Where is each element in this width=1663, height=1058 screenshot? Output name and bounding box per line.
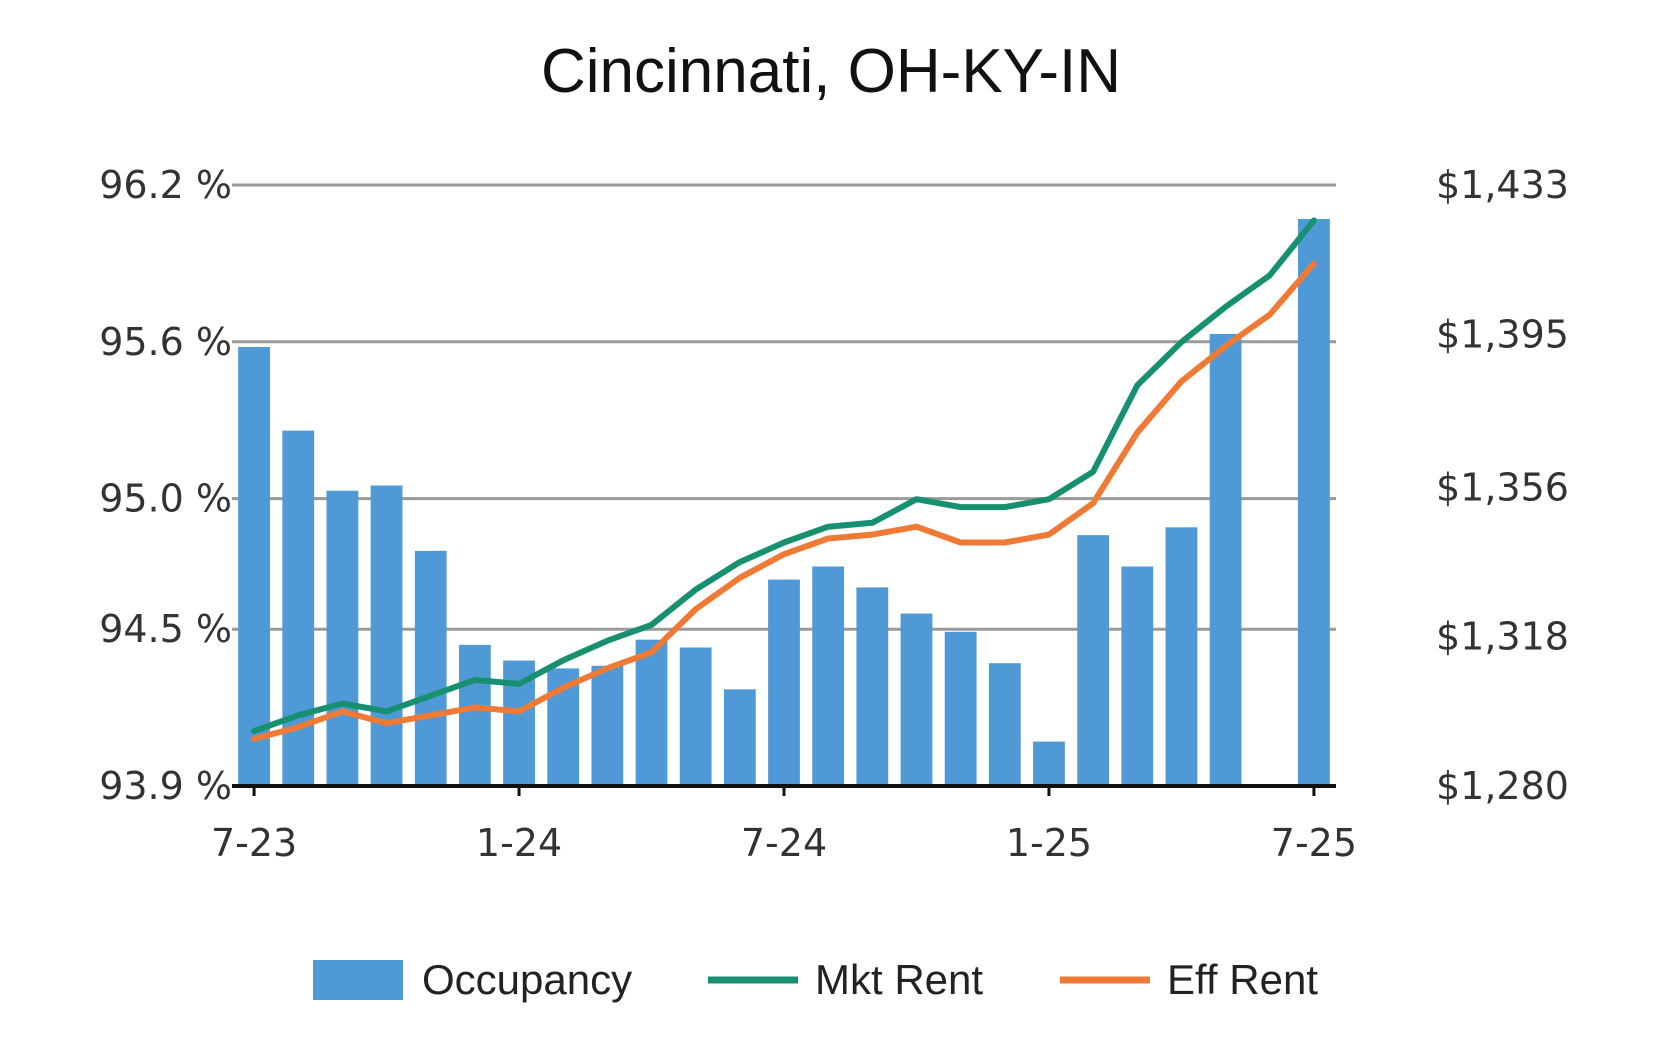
legend-label-occupancy: Occupancy	[422, 956, 632, 1003]
x-tick-label: 7-25	[1271, 821, 1357, 865]
legend-label-eff-rent: Eff Rent	[1167, 956, 1318, 1003]
occupancy-bar	[635, 639, 668, 786]
occupancy-bar	[238, 347, 270, 786]
x-tick-label: 7-23	[211, 821, 297, 865]
occupancy-bar	[900, 613, 933, 786]
legend: Occupancy Mkt Rent Eff Rent	[313, 956, 1318, 1003]
legend-swatch-occupancy	[313, 960, 403, 1000]
y-left-tick-label: 95.0 %	[99, 477, 232, 521]
occupancy-bar	[856, 587, 889, 786]
occupancy-bar	[1033, 741, 1065, 786]
y-left-tick-label: 95.6 %	[99, 320, 232, 364]
y-right-tick-label: $1,318	[1436, 615, 1569, 659]
occupancy-bars	[238, 218, 1330, 787]
occupancy-bar	[1121, 566, 1154, 786]
mkt-rent-line	[251, 217, 1317, 734]
y-right-tick-label: $1,395	[1436, 312, 1569, 356]
occupancy-bar	[679, 647, 712, 786]
y-right-tick-label: $1,280	[1436, 764, 1569, 808]
occupancy-bar	[326, 490, 359, 786]
occupancy-bar	[1209, 333, 1242, 786]
legend-label-mkt-rent: Mkt Rent	[815, 956, 983, 1003]
y-right-tick-label: $1,356	[1436, 465, 1569, 509]
x-tick-label: 1-25	[1006, 821, 1092, 865]
y-left-tick-label: 96.2 %	[99, 163, 232, 207]
rent-lines	[251, 217, 1317, 742]
occupancy-bar	[1165, 527, 1198, 786]
occupancy-bar	[1298, 218, 1330, 787]
eff-rent-line	[251, 260, 1317, 742]
y-left-tick-label: 93.9 %	[99, 764, 232, 808]
y-left-tick-label: 94.5 %	[99, 607, 232, 651]
occupancy-bar	[1077, 535, 1110, 786]
occupancy-bar	[812, 566, 845, 786]
occupancy-bar	[768, 579, 800, 786]
occupancy-bar	[414, 550, 447, 786]
x-tick-label: 7-24	[741, 821, 827, 865]
occupancy-bar	[723, 689, 756, 786]
occupancy-bar	[370, 485, 403, 786]
occupancy-bar	[944, 631, 977, 786]
chart-title: Cincinnati, OH-KY-IN	[541, 37, 1121, 106]
y-right-tick-label: $1,433	[1436, 163, 1569, 207]
occupancy-bar	[988, 663, 1021, 786]
occupancy-bar	[458, 644, 491, 786]
axes: 96.2 % $1,433 95.6 % $1,395 95.0 % $1,356 94.5…	[99, 163, 1569, 865]
x-tick-label: 1-24	[476, 821, 562, 865]
occupancy-bar	[591, 665, 624, 786]
